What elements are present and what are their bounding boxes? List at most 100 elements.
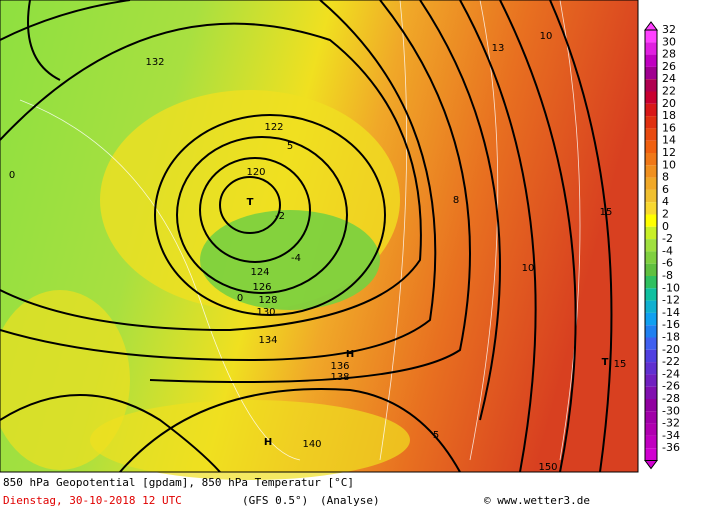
color-swatch	[645, 42, 657, 55]
map-label: 136	[330, 361, 349, 372]
color-swatch	[645, 116, 657, 129]
color-label: 8	[662, 171, 669, 184]
map-label: 15	[614, 359, 627, 370]
color-label: -26	[662, 380, 680, 393]
color-label: 10	[662, 158, 676, 171]
color-label: 32	[662, 23, 676, 36]
footer-run: (Analyse)	[320, 494, 380, 507]
color-label: -4	[662, 244, 673, 257]
color-label: -34	[662, 429, 680, 442]
color-swatch	[645, 165, 657, 178]
color-label: -10	[662, 281, 680, 294]
color-label: 20	[662, 97, 676, 110]
color-label: -36	[662, 441, 680, 454]
color-swatch	[645, 263, 657, 276]
color-label: -8	[662, 269, 673, 282]
map-label: 128	[258, 295, 277, 306]
color-swatch	[645, 300, 657, 313]
color-swatch	[645, 349, 657, 363]
map-label: 15	[600, 207, 613, 218]
color-swatch	[645, 448, 657, 461]
map-label: 140	[302, 439, 321, 450]
color-label: -20	[662, 343, 680, 356]
map-label: 134	[258, 335, 277, 346]
warm-pool	[90, 400, 410, 480]
color-label: -22	[662, 355, 680, 368]
isotherms	[19, 0, 581, 461]
footer-model: (GFS 0.5°)	[242, 494, 308, 507]
map-label: 10	[522, 263, 535, 274]
map-label: -2	[275, 211, 285, 222]
color-swatch	[645, 140, 657, 153]
color-swatch	[645, 374, 657, 387]
map-label: H	[264, 437, 272, 448]
map-area	[0, 0, 638, 480]
color-label: 30	[662, 35, 676, 48]
color-swatch	[645, 325, 657, 338]
color-label: -2	[662, 232, 673, 245]
map-label: 10	[540, 31, 553, 42]
color-swatch	[645, 189, 657, 203]
map-label: 0	[9, 170, 15, 181]
color-swatch	[645, 399, 657, 412]
map-label: -4	[291, 253, 301, 264]
color-label: -32	[662, 417, 680, 430]
color-label: -12	[662, 294, 680, 307]
color-swatch	[645, 276, 657, 289]
map-label: 8	[453, 195, 459, 206]
color-label: 6	[662, 183, 669, 196]
color-swatch	[645, 251, 657, 264]
map-label: T	[602, 357, 609, 368]
color-label: 18	[662, 109, 676, 122]
map-label: 150	[538, 462, 557, 473]
map-label: 124	[250, 267, 269, 278]
map-label: 5	[287, 141, 293, 152]
color-swatch	[645, 226, 657, 240]
footer-title: 850 hPa Geopotential [gpdam], 850 hPa Te…	[3, 476, 354, 489]
color-label: 28	[662, 48, 676, 61]
color-label: -28	[662, 392, 680, 405]
color-swatch	[645, 239, 657, 252]
color-swatch	[645, 91, 657, 104]
bar-cap-bottom	[644, 460, 658, 470]
color-swatch	[645, 288, 657, 301]
color-swatch	[645, 177, 657, 190]
color-swatch	[645, 214, 657, 227]
color-swatch	[645, 411, 657, 424]
color-label: 2	[662, 208, 669, 221]
color-label: 0	[662, 220, 669, 233]
color-label: 24	[662, 72, 676, 85]
color-swatch	[645, 362, 657, 375]
contours	[0, 0, 613, 473]
color-swatch	[645, 103, 657, 117]
color-label: -6	[662, 257, 673, 270]
color-label: 14	[662, 134, 676, 147]
color-swatch	[645, 386, 657, 399]
footer-credit: © www.wetter3.de	[484, 494, 590, 507]
footer-date: Dienstag, 30-10-2018 12 UTC	[3, 494, 182, 507]
color-swatch	[645, 337, 657, 350]
map-label: 126	[252, 282, 271, 293]
color-swatch	[645, 423, 657, 436]
color-label: -16	[662, 318, 680, 331]
color-swatch	[645, 54, 657, 67]
bar-frame	[644, 29, 658, 461]
color-swatch	[645, 153, 657, 166]
color-swatch	[645, 30, 657, 43]
color-swatch	[645, 202, 657, 215]
map-label: 130	[256, 307, 275, 318]
map-label: 0	[237, 293, 243, 304]
color-swatch	[645, 435, 657, 449]
warm-pool	[0, 290, 130, 470]
color-label: -30	[662, 404, 680, 417]
color-bar: 32302826242220181614121086420-2-4-6-8-10…	[644, 21, 680, 470]
color-swatch	[645, 79, 657, 92]
color-label: 26	[662, 60, 676, 73]
color-label: 16	[662, 121, 676, 134]
map-label: T	[247, 197, 254, 208]
color-swatch	[645, 312, 657, 326]
color-label: -18	[662, 331, 680, 344]
map-label: 13	[492, 43, 505, 54]
color-label: 12	[662, 146, 676, 159]
